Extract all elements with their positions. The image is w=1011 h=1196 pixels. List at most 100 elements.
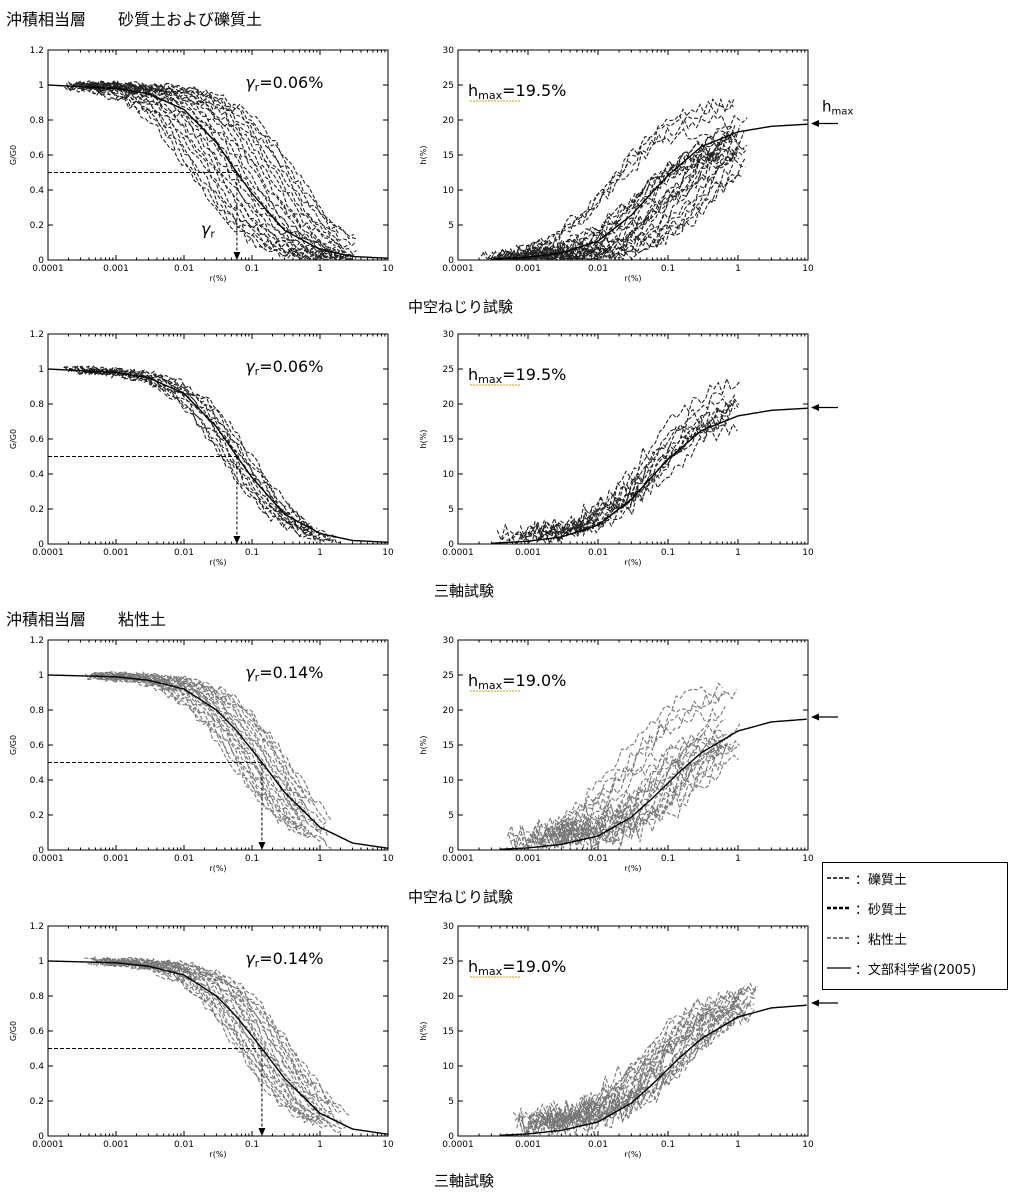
- dashed-test-curve: [553, 746, 736, 849]
- hmax-value: =19.5%: [502, 81, 566, 100]
- y-tick-label: 20: [443, 992, 455, 1002]
- x-tick-label: 0.0001: [442, 548, 474, 558]
- dashed-test-curve: [99, 958, 350, 1116]
- dashed-test-curve: [93, 81, 356, 247]
- legend-label-clay: ：粘性土: [855, 932, 908, 948]
- x-tick-label: 0.1: [661, 548, 675, 558]
- x-tick-label: 0.001: [103, 264, 129, 274]
- dashed-test-curve: [533, 730, 732, 849]
- dashed-test-curve: [504, 131, 745, 260]
- dashed-test-curve: [506, 422, 738, 543]
- dashed-test-curve: [113, 671, 306, 799]
- y-tick-label: 1.2: [30, 922, 44, 932]
- dashed-test-curve: [77, 365, 315, 536]
- y-tick-label: 0.6: [30, 741, 45, 751]
- y-axis-label: h(%): [419, 736, 428, 755]
- y-tick-label: 10: [443, 470, 455, 480]
- legend-swatch-gravel: [827, 877, 851, 879]
- x-tick-label: 10: [382, 264, 394, 274]
- gamma-symbol: γ: [245, 663, 256, 682]
- dashed-test-curve: [515, 113, 748, 252]
- dashed-test-curve: [497, 164, 734, 260]
- dashed-test-curve: [515, 398, 740, 544]
- y-tick-label: 30: [443, 636, 455, 646]
- hmax-value: =19.0%: [502, 671, 566, 690]
- y-axis-label: h(%): [419, 146, 428, 165]
- chart-damping-clay-hollow-torsion: 0.0001 0.001 0.01 0.1 1 10 0 5 10 15 20 25 30 r(%) h(%…: [419, 636, 838, 873]
- plot-frame: [47, 49, 389, 261]
- dashed-test-curve: [90, 673, 329, 837]
- dashed-test-curve: [67, 80, 339, 240]
- x-tick-label: 10: [802, 548, 814, 558]
- gamma-symbol: γ: [245, 73, 256, 92]
- dashed-test-curve: [69, 365, 315, 532]
- legend-label-sand: ：砂質土: [855, 902, 908, 918]
- dashed-test-curve: [526, 1009, 755, 1136]
- chart-damping-clay-triaxial: 0.0001 0.001 0.01 0.1 1 10 0 5 10 15 20 25 30 r(%) h(%…: [419, 922, 838, 1159]
- legend-swatch-clay: [827, 937, 851, 939]
- dashed-test-curve: [498, 149, 735, 260]
- dashed-test-curve: [531, 739, 722, 850]
- y-tick-label: 0: [448, 540, 454, 550]
- x-tick-label: 10: [382, 548, 394, 558]
- y-tick-label: 1.2: [30, 636, 44, 646]
- x-tick-label: 0.0001: [442, 1140, 474, 1150]
- y-tick-label: 5: [448, 811, 454, 821]
- hmax-arrowhead: [811, 120, 819, 127]
- dashed-test-curve: [115, 959, 312, 1124]
- y-tick-label: 0.2: [30, 505, 44, 515]
- y-tick-label: 25: [443, 671, 454, 681]
- dashed-test-curve: [99, 671, 313, 821]
- y-tick-label: 0: [448, 846, 454, 856]
- x-tick-label: 0.01: [174, 264, 194, 274]
- chart-g-ratio-sand-hollow-torsion: 0.0001 0.001 0.01 0.1 1 10 0 0.2 0.4 0.6 0.8 1 1.2 r(…: [9, 46, 394, 283]
- x-tick-label: 0.01: [174, 548, 194, 558]
- y-tick-label: 25: [443, 957, 454, 967]
- x-tick-label: 0.0001: [442, 264, 474, 274]
- dashed-test-curve: [109, 959, 330, 1117]
- y-tick-label: 10: [443, 1062, 455, 1072]
- caption-triaxial-2: 三軸試験: [434, 1172, 495, 1190]
- x-tick-label: 0.001: [515, 264, 541, 274]
- dashed-test-curve: [110, 672, 299, 821]
- x-tick-label: 0.0001: [32, 264, 64, 274]
- dashed-test-curve: [549, 682, 723, 831]
- gamma-r-annotation: γr=0.14%: [245, 949, 323, 970]
- x-tick-label: 1: [735, 854, 741, 864]
- y-axis-label: h(%): [419, 430, 428, 449]
- y-tick-label: 0: [38, 846, 44, 856]
- gamma-subscript: r: [210, 228, 215, 241]
- x-tick-label: 0.01: [588, 264, 608, 274]
- y-tick-label: 0.8: [30, 706, 45, 716]
- x-tick-label: 1: [317, 854, 323, 864]
- plot-area: [480, 97, 808, 260]
- dashed-test-curve: [93, 958, 323, 1123]
- x-tick-label: 0.0001: [32, 854, 64, 864]
- legend-swatch-reference: [827, 967, 851, 969]
- gamma-r-value: =0.06%: [259, 73, 323, 92]
- y-tick-label: 30: [443, 330, 455, 340]
- hmax-annotation: hmax=19.5%: [468, 81, 566, 102]
- dashed-test-curve: [78, 81, 357, 255]
- y-tick-label: 0.8: [30, 116, 45, 126]
- y-tick-label: 0.6: [30, 151, 45, 161]
- gamma-r-value: =0.06%: [259, 357, 323, 376]
- dashed-test-curve: [558, 996, 757, 1129]
- dashed-test-curve: [76, 80, 339, 234]
- caption-hollow-torsion-1: 中空ねじり試験: [408, 298, 514, 316]
- y-tick-label: 1: [38, 81, 44, 91]
- y-axis-label: G/G0: [9, 735, 18, 755]
- x-axis-label: r(%): [209, 864, 226, 873]
- dashed-test-curve: [101, 671, 323, 831]
- dashed-test-curve: [87, 957, 329, 1125]
- dashed-test-curve: [108, 672, 306, 810]
- reference-curve-mext-2005: [500, 718, 807, 850]
- x-tick-label: 0.1: [661, 1140, 675, 1150]
- gamma-r-arrowhead: [258, 1128, 266, 1136]
- dashed-test-curve: [113, 959, 348, 1130]
- reference-curve-mext-2005: [48, 960, 388, 1135]
- x-tick-label: 0.01: [588, 854, 608, 864]
- caption-triaxial-1: 三軸試験: [434, 582, 495, 600]
- hmax-arrowhead: [811, 713, 819, 721]
- dashed-test-curve: [97, 672, 315, 838]
